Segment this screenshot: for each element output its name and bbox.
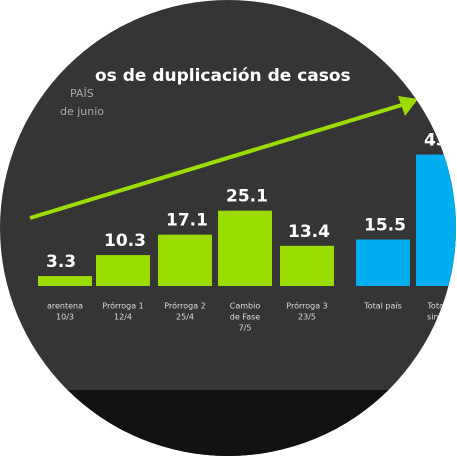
category-label: Cambio: [230, 302, 261, 311]
category-label: 25/4: [176, 313, 194, 322]
chart-title: os de duplicación de casos: [95, 66, 351, 86]
category-label: 10/3: [56, 313, 74, 322]
bar: [416, 154, 456, 286]
bar: [280, 245, 334, 286]
category-label: 12/4: [114, 313, 132, 322]
subtitle: PAÍS: [70, 87, 94, 100]
category-label: Prórroga 2: [164, 301, 205, 311]
category-label: sin AMB: [427, 313, 457, 322]
trend-arrow: [29, 102, 406, 220]
value-label: 43.8: [424, 131, 457, 151]
category-label: 7/5: [239, 324, 252, 333]
bar: [356, 239, 410, 286]
category-label: de Fase: [230, 313, 260, 322]
bar: [96, 255, 150, 286]
value-label: 15.5: [364, 216, 406, 236]
bar: [38, 276, 92, 286]
category-label: Prórroga 3: [286, 301, 327, 311]
category-label: Total pa: [426, 302, 457, 311]
bar: [158, 234, 212, 286]
category-label: arentena: [47, 302, 83, 311]
subtitle: de junio: [60, 105, 104, 118]
value-label: 25.1: [226, 187, 268, 207]
value-label: 3.3: [46, 252, 76, 272]
value-label: 13.4: [288, 222, 330, 242]
category-label: 23/5: [298, 313, 316, 322]
value-label: 10.3: [104, 231, 146, 251]
arrow-head: [398, 96, 418, 116]
category-label: Total país: [363, 302, 402, 311]
value-label: 17.1: [166, 211, 208, 231]
bottom-band: [0, 390, 456, 456]
bar: [218, 210, 272, 286]
category-label: Prórroga 1: [102, 301, 143, 311]
